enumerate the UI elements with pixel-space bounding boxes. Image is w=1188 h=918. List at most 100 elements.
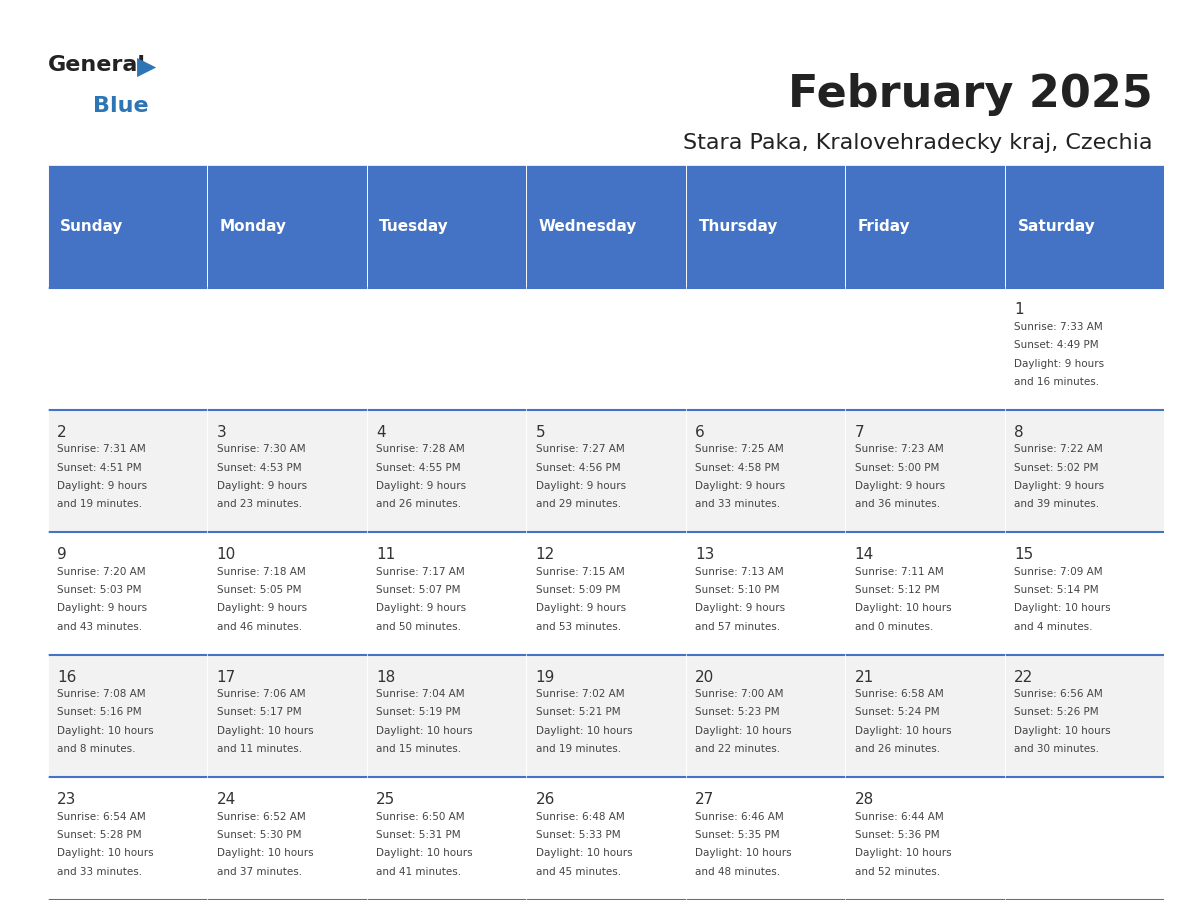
Text: Saturday: Saturday (1017, 218, 1095, 234)
Text: 19: 19 (536, 669, 555, 685)
Text: Sunrise: 7:31 AM: Sunrise: 7:31 AM (57, 444, 146, 454)
Text: Sunset: 5:09 PM: Sunset: 5:09 PM (536, 585, 620, 595)
Text: Sunset: 5:17 PM: Sunset: 5:17 PM (216, 708, 302, 718)
Text: Daylight: 9 hours: Daylight: 9 hours (377, 481, 466, 491)
Text: Sunrise: 7:09 AM: Sunrise: 7:09 AM (1015, 566, 1102, 577)
Text: and 36 minutes.: and 36 minutes. (854, 499, 940, 509)
Text: 7: 7 (854, 425, 865, 440)
Text: 10: 10 (216, 547, 236, 562)
Text: and 29 minutes.: and 29 minutes. (536, 499, 621, 509)
Text: Sunset: 5:23 PM: Sunset: 5:23 PM (695, 708, 779, 718)
Text: and 22 minutes.: and 22 minutes. (695, 744, 781, 755)
Text: 3: 3 (216, 425, 227, 440)
FancyBboxPatch shape (367, 287, 526, 410)
Text: Sunrise: 6:50 AM: Sunrise: 6:50 AM (377, 812, 465, 822)
Text: and 50 minutes.: and 50 minutes. (377, 621, 461, 632)
Text: and 4 minutes.: and 4 minutes. (1015, 621, 1093, 632)
Text: Sunset: 5:28 PM: Sunset: 5:28 PM (57, 830, 141, 840)
Text: 11: 11 (377, 547, 396, 562)
Text: 27: 27 (695, 792, 714, 807)
Text: Sunset: 5:30 PM: Sunset: 5:30 PM (216, 830, 301, 840)
Text: Sunset: 5:16 PM: Sunset: 5:16 PM (57, 708, 141, 718)
Text: Daylight: 9 hours: Daylight: 9 hours (536, 603, 626, 613)
Text: ▶: ▶ (137, 55, 156, 79)
Text: 13: 13 (695, 547, 715, 562)
Text: Sunset: 5:36 PM: Sunset: 5:36 PM (854, 830, 940, 840)
Text: Sunrise: 7:18 AM: Sunrise: 7:18 AM (216, 566, 305, 577)
FancyBboxPatch shape (526, 410, 685, 532)
Text: Blue: Blue (93, 96, 148, 117)
Text: Sunset: 5:35 PM: Sunset: 5:35 PM (695, 830, 779, 840)
Text: and 33 minutes.: and 33 minutes. (695, 499, 781, 509)
Text: Sunset: 5:26 PM: Sunset: 5:26 PM (1015, 708, 1099, 718)
FancyBboxPatch shape (48, 287, 207, 410)
Text: Sunset: 5:33 PM: Sunset: 5:33 PM (536, 830, 620, 840)
Text: Sunrise: 6:46 AM: Sunrise: 6:46 AM (695, 812, 784, 822)
Text: 18: 18 (377, 669, 396, 685)
Text: and 39 minutes.: and 39 minutes. (1015, 499, 1099, 509)
Text: and 52 minutes.: and 52 minutes. (854, 867, 940, 877)
FancyBboxPatch shape (1005, 410, 1164, 532)
Text: Sunrise: 7:04 AM: Sunrise: 7:04 AM (377, 689, 465, 700)
FancyBboxPatch shape (526, 532, 685, 655)
FancyBboxPatch shape (367, 655, 526, 778)
FancyBboxPatch shape (48, 655, 207, 778)
Text: and 15 minutes.: and 15 minutes. (377, 744, 461, 755)
FancyBboxPatch shape (1005, 655, 1164, 778)
FancyBboxPatch shape (207, 778, 367, 900)
Text: and 53 minutes.: and 53 minutes. (536, 621, 621, 632)
Text: 21: 21 (854, 669, 874, 685)
FancyBboxPatch shape (1005, 287, 1164, 410)
Text: Daylight: 10 hours: Daylight: 10 hours (854, 726, 952, 736)
Text: Sunrise: 6:54 AM: Sunrise: 6:54 AM (57, 812, 146, 822)
Text: 15: 15 (1015, 547, 1034, 562)
Text: and 19 minutes.: and 19 minutes. (57, 499, 143, 509)
Text: Sunset: 5:05 PM: Sunset: 5:05 PM (216, 585, 301, 595)
Text: 9: 9 (57, 547, 67, 562)
Text: Sunrise: 7:11 AM: Sunrise: 7:11 AM (854, 566, 943, 577)
Text: Sunday: Sunday (61, 218, 124, 234)
Text: Daylight: 10 hours: Daylight: 10 hours (695, 726, 792, 736)
Text: Sunrise: 7:15 AM: Sunrise: 7:15 AM (536, 566, 625, 577)
Text: 4: 4 (377, 425, 386, 440)
Text: 25: 25 (377, 792, 396, 807)
FancyBboxPatch shape (207, 532, 367, 655)
Text: Daylight: 9 hours: Daylight: 9 hours (854, 481, 944, 491)
Text: Daylight: 9 hours: Daylight: 9 hours (57, 481, 147, 491)
Text: 20: 20 (695, 669, 714, 685)
Text: Daylight: 10 hours: Daylight: 10 hours (377, 848, 473, 858)
Text: 6: 6 (695, 425, 704, 440)
FancyBboxPatch shape (845, 778, 1005, 900)
FancyBboxPatch shape (845, 655, 1005, 778)
Text: Sunset: 5:03 PM: Sunset: 5:03 PM (57, 585, 141, 595)
Text: and 8 minutes.: and 8 minutes. (57, 744, 135, 755)
Text: Sunrise: 7:25 AM: Sunrise: 7:25 AM (695, 444, 784, 454)
Text: Sunrise: 6:52 AM: Sunrise: 6:52 AM (216, 812, 305, 822)
FancyBboxPatch shape (685, 655, 845, 778)
Text: Daylight: 9 hours: Daylight: 9 hours (695, 603, 785, 613)
FancyBboxPatch shape (845, 532, 1005, 655)
Text: and 16 minutes.: and 16 minutes. (1015, 377, 1099, 387)
FancyBboxPatch shape (207, 655, 367, 778)
Text: Daylight: 10 hours: Daylight: 10 hours (1015, 603, 1111, 613)
Text: and 33 minutes.: and 33 minutes. (57, 867, 143, 877)
Text: Daylight: 9 hours: Daylight: 9 hours (57, 603, 147, 613)
Text: Sunset: 5:12 PM: Sunset: 5:12 PM (854, 585, 940, 595)
FancyBboxPatch shape (367, 410, 526, 532)
Text: Daylight: 10 hours: Daylight: 10 hours (216, 726, 314, 736)
Text: Sunrise: 6:48 AM: Sunrise: 6:48 AM (536, 812, 625, 822)
Text: Sunset: 5:00 PM: Sunset: 5:00 PM (854, 463, 940, 473)
Text: and 11 minutes.: and 11 minutes. (216, 744, 302, 755)
Text: Sunrise: 7:23 AM: Sunrise: 7:23 AM (854, 444, 943, 454)
Text: 26: 26 (536, 792, 555, 807)
Text: Sunset: 5:31 PM: Sunset: 5:31 PM (377, 830, 461, 840)
Text: Daylight: 10 hours: Daylight: 10 hours (854, 603, 952, 613)
FancyBboxPatch shape (367, 778, 526, 900)
Text: Sunrise: 7:02 AM: Sunrise: 7:02 AM (536, 689, 625, 700)
Text: Daylight: 10 hours: Daylight: 10 hours (216, 848, 314, 858)
Text: and 23 minutes.: and 23 minutes. (216, 499, 302, 509)
Text: 24: 24 (216, 792, 236, 807)
Text: and 48 minutes.: and 48 minutes. (695, 867, 781, 877)
Text: Sunrise: 7:00 AM: Sunrise: 7:00 AM (695, 689, 784, 700)
Text: 14: 14 (854, 547, 874, 562)
